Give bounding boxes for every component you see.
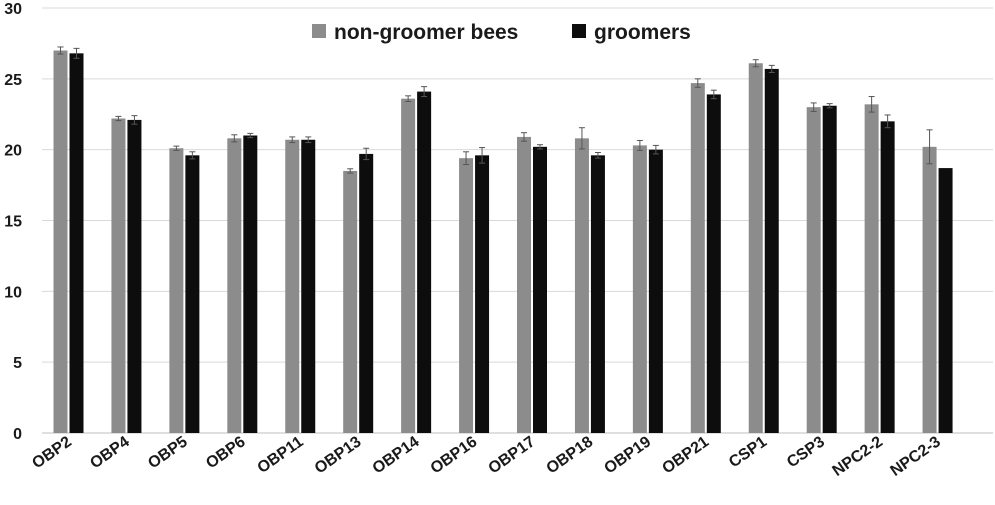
- error-bar-OBP6: [231, 134, 238, 143]
- bar-groomer-OBP16: [475, 155, 490, 434]
- error-bar-OBP17: [521, 132, 527, 142]
- error-bar-OBP18: [578, 127, 585, 150]
- y-tick-label: 5: [13, 355, 22, 372]
- error-bar-OBP5: [173, 145, 180, 151]
- error-bar-OBP14: [405, 95, 412, 102]
- x-tick-label: OBP4: [87, 433, 133, 472]
- legend-item-non-groomer: non-groomer bees: [312, 21, 518, 44]
- bar-non-groomer-NPC2-2: [864, 104, 879, 433]
- x-tick-label: OBP21: [659, 433, 712, 477]
- error-bar-OBP4: [131, 115, 138, 125]
- error-bar-OBP18: [594, 152, 601, 159]
- legend-swatch: [572, 24, 586, 38]
- legend: non-groomer bees groomers: [312, 21, 691, 44]
- x-tick-label: OBP13: [312, 433, 365, 477]
- error-bar-NPC2-3: [926, 129, 933, 165]
- legend-label: groomers: [594, 21, 691, 44]
- error-bar-OBP5: [189, 151, 196, 160]
- y-tick-label: 30: [4, 1, 22, 18]
- error-bar-OBP16: [463, 151, 470, 166]
- y-tick-label: 0: [13, 426, 22, 443]
- bar-non-groomer-OBP5: [169, 148, 184, 433]
- error-bar-CSP1: [752, 59, 759, 68]
- error-bar-OBP19: [652, 144, 659, 155]
- bar-non-groomer-OBP19: [632, 145, 647, 433]
- legend-swatch: [312, 24, 326, 38]
- x-tick-label: OBP11: [255, 433, 307, 477]
- bar-non-groomer-OBP13: [343, 170, 358, 433]
- bar-groomer-OBP6: [243, 135, 258, 433]
- bar-groomer-OBP13: [359, 153, 374, 433]
- bar-groomer-OBP21: [706, 94, 721, 434]
- error-bar-OBP11: [305, 136, 312, 144]
- y-tick-label: 10: [4, 284, 22, 301]
- error-bar-OBP13: [363, 147, 370, 161]
- x-tick-label: NPC2-2: [830, 433, 886, 480]
- error-bar-NPC2-2: [884, 114, 891, 129]
- x-tick-label: OBP19: [601, 433, 654, 477]
- error-bar-OBP13: [347, 168, 354, 174]
- bar-non-groomer-CSP1: [748, 63, 763, 433]
- error-bar-CSP3: [826, 103, 833, 109]
- y-tick-label: 15: [4, 214, 22, 231]
- x-tick-label: CSP3: [784, 433, 828, 471]
- bar-non-groomer-CSP3: [806, 107, 821, 434]
- bar-groomer-NPC2-2: [880, 121, 895, 433]
- legend-label: non-groomer bees: [334, 21, 518, 44]
- bar-groomer-OBP17: [533, 146, 547, 434]
- bar-non-groomer-OBP2: [53, 50, 68, 433]
- bar-non-groomer-OBP21: [690, 83, 705, 433]
- x-tick-label: OBP16: [428, 433, 481, 477]
- error-bar-OBP2: [57, 46, 64, 55]
- bar-non-groomer-NPC2-3: [922, 146, 937, 434]
- error-bar-CSP3: [810, 102, 817, 112]
- x-tick-label: NPC2-3: [887, 433, 943, 480]
- error-bar-OBP17: [537, 144, 543, 150]
- bar-groomer-OBP5: [185, 155, 200, 434]
- bar-groomer-OBP18: [590, 155, 605, 434]
- x-tick-label: CSP1: [726, 433, 770, 471]
- bar-non-groomer-OBP16: [459, 158, 474, 433]
- bar-non-groomer-OBP18: [574, 138, 589, 434]
- error-bar-CSP1: [768, 64, 775, 73]
- error-bar-OBP19: [636, 139, 643, 151]
- x-tick-label: OBP6: [203, 433, 249, 472]
- bar-non-groomer-OBP17: [517, 136, 531, 433]
- error-bar-OBP21: [710, 89, 717, 100]
- bar-groomer-OBP11: [301, 139, 316, 433]
- bar-non-groomer-OBP11: [285, 139, 300, 433]
- bar-non-groomer-OBP14: [401, 98, 416, 434]
- bar-groomer-OBP4: [127, 119, 142, 434]
- x-tick-label: OBP2: [29, 433, 75, 472]
- error-bar-OBP4: [115, 115, 122, 122]
- bars: [53, 50, 953, 434]
- bar-groomer-NPC2-3: [938, 168, 953, 434]
- x-tick-label: OBP18: [544, 433, 597, 477]
- bar-non-groomer-OBP4: [111, 118, 126, 433]
- y-axis-ticks: 0 5 10 15 20 25 30: [4, 1, 22, 443]
- x-tick-label: OBP5: [145, 433, 191, 472]
- bar-groomer-CSP3: [822, 105, 837, 433]
- bar-groomer-OBP2: [69, 53, 84, 433]
- x-axis-ticks: OBP2 OBP4 OBP5 OBP6 OBP11 OBP13 OBP14 OBP16 OBP1…: [29, 433, 944, 480]
- x-tick-label: OBP17: [486, 433, 539, 477]
- error-bar-OBP6: [247, 132, 254, 139]
- error-bars: [57, 46, 933, 174]
- bar-non-groomer-OBP6: [227, 138, 242, 434]
- y-tick-label: 25: [4, 72, 22, 89]
- error-bar-OBP14: [421, 86, 428, 98]
- bar-groomer-OBP19: [648, 149, 663, 433]
- error-bar-OBP16: [479, 147, 486, 164]
- error-bar-OBP21: [694, 78, 701, 88]
- error-bar-NPC2-2: [868, 96, 875, 113]
- y-tick-label: 20: [4, 143, 22, 160]
- error-bar-OBP2: [73, 47, 80, 59]
- bar-groomer-OBP14: [417, 91, 432, 433]
- x-tick-label: OBP14: [370, 433, 423, 477]
- error-bar-OBP11: [289, 136, 296, 144]
- bar-groomer-CSP1: [764, 68, 779, 434]
- legend-item-groomer: groomers: [572, 21, 691, 44]
